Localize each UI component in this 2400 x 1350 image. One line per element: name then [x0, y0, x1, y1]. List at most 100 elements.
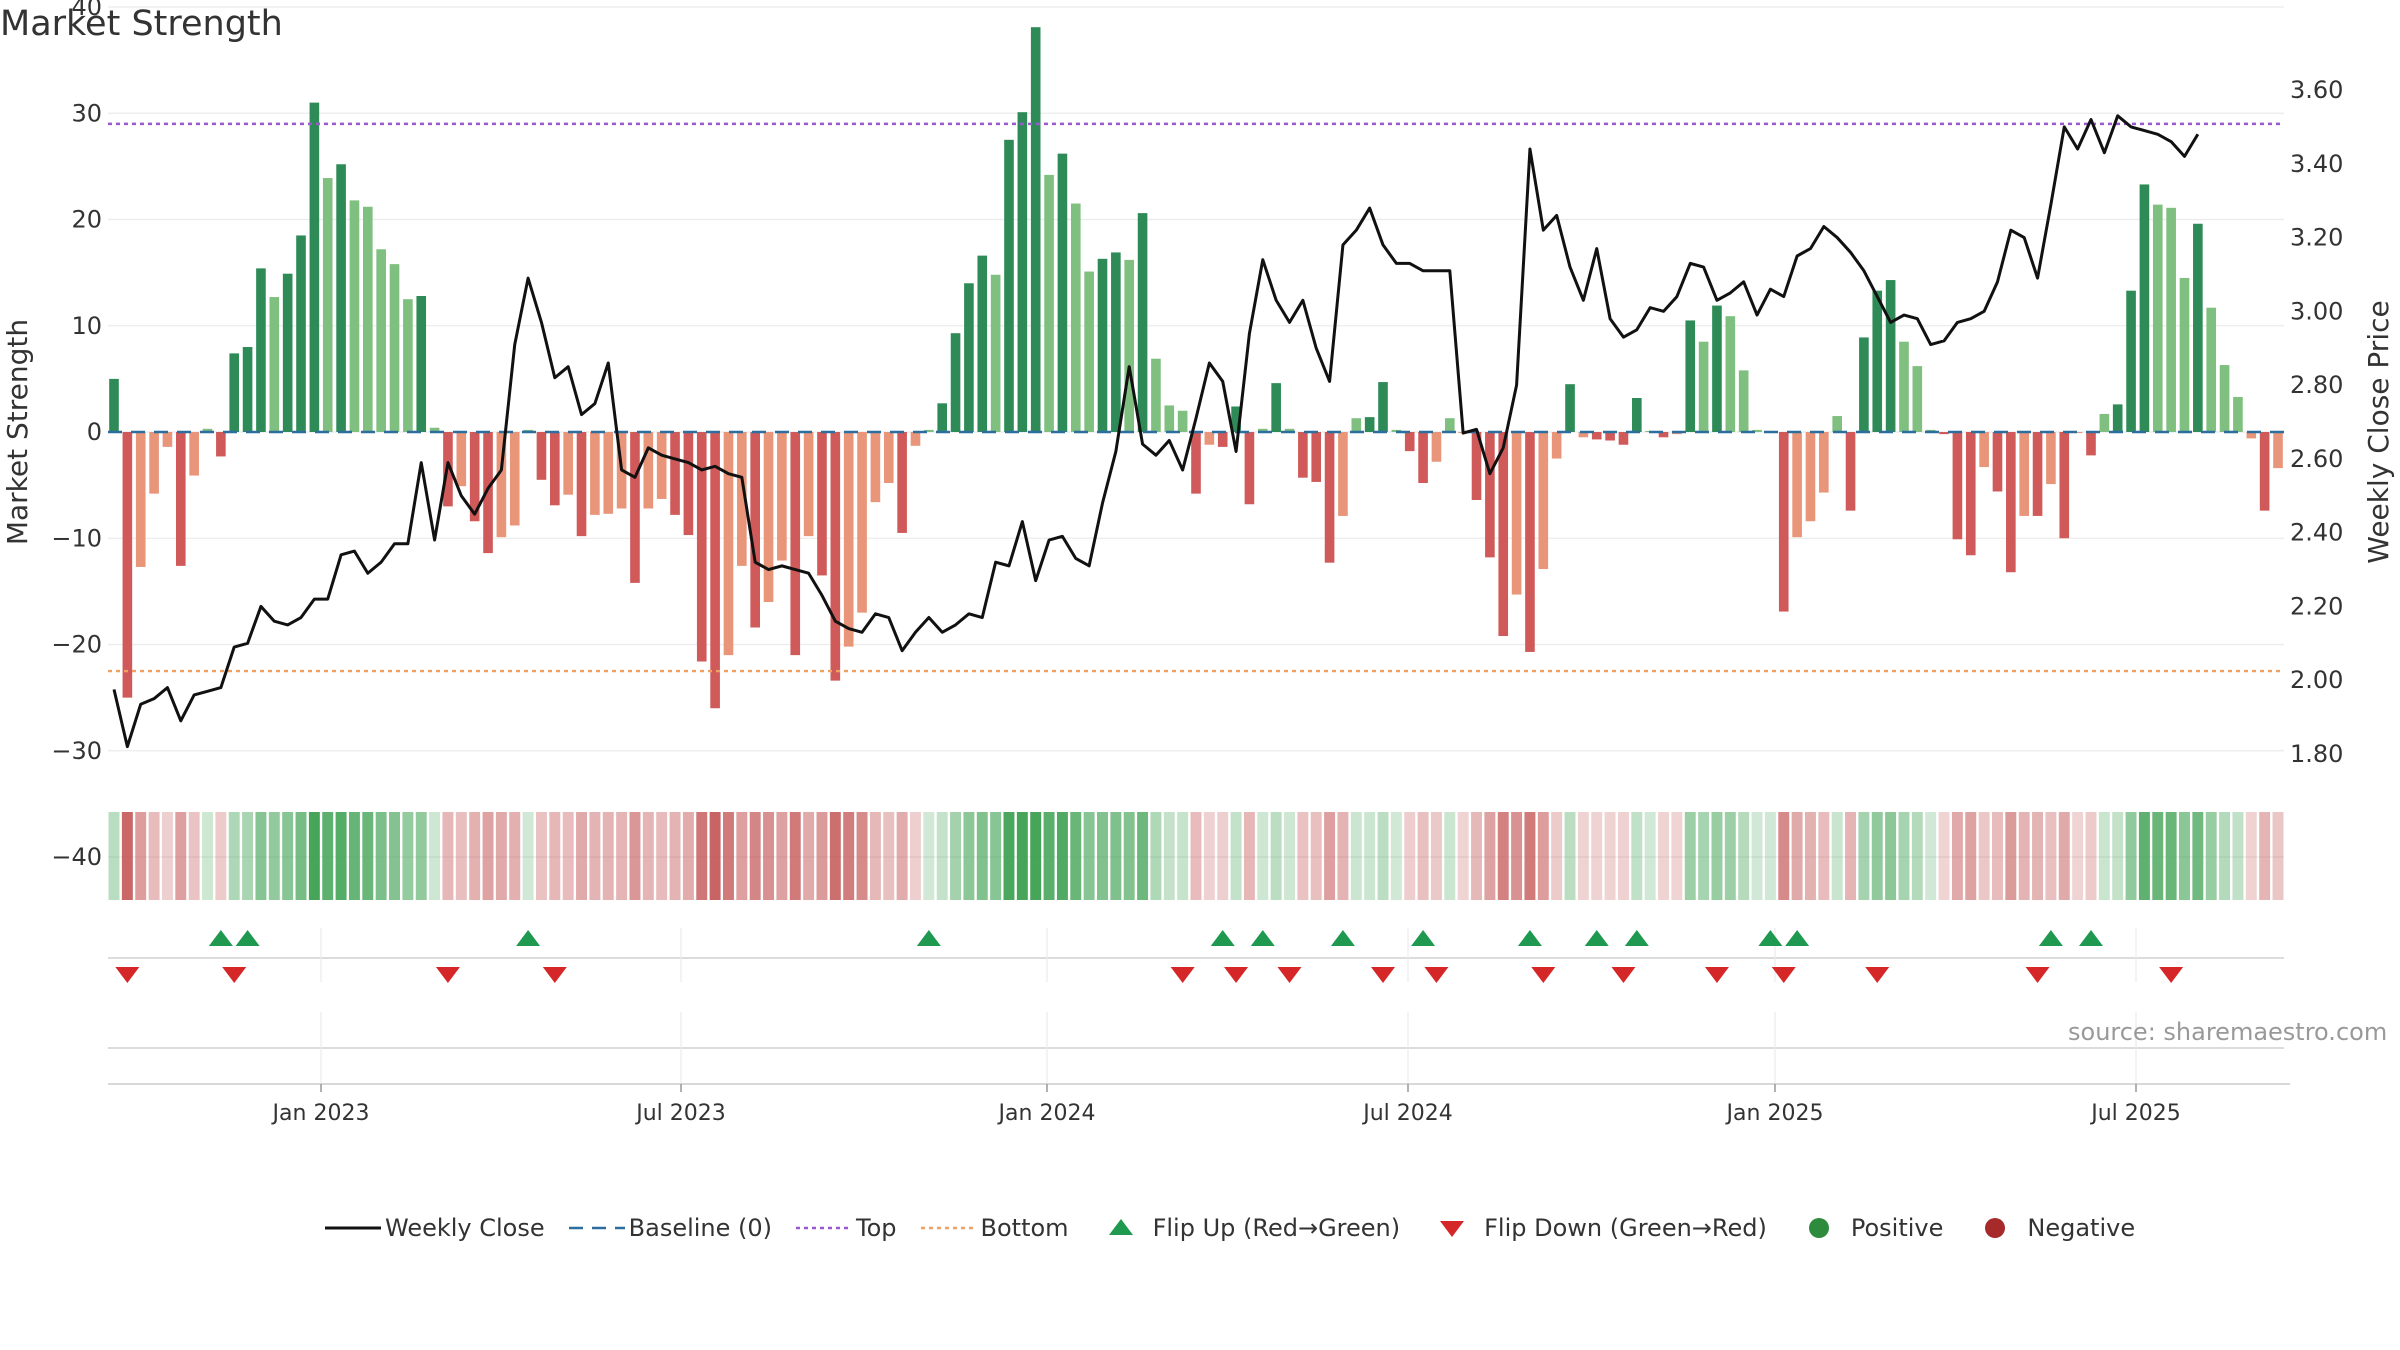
circle-green-icon	[1789, 1213, 1851, 1243]
strength-bar	[950, 333, 961, 432]
strip-cell	[1898, 812, 1910, 900]
strip-cell	[202, 812, 213, 900]
strip-cell	[135, 812, 147, 900]
y-tick-label: −30	[51, 737, 102, 765]
strip-cell	[2245, 812, 2257, 900]
legend-item: Flip Down (Green→Red)	[1422, 1213, 1767, 1243]
strength-bar	[269, 297, 280, 432]
strength-bar	[1378, 382, 1388, 432]
strip-cell	[923, 812, 935, 900]
strip-cell	[1377, 812, 1389, 900]
legend: Weekly Close Baseline (0) Top Bottom Flip Up…	[323, 1208, 2157, 1248]
x-tick-label: Jul 2023	[634, 1101, 726, 1126]
strip-cell	[1324, 812, 1336, 900]
strength-bar	[2246, 432, 2257, 439]
strip-cell	[1284, 812, 1295, 900]
strength-bar	[924, 429, 934, 433]
strength-bar	[309, 102, 320, 433]
strength-bar	[1070, 203, 1081, 432]
y-tick-label: −40	[51, 843, 102, 871]
strength-bar	[937, 403, 948, 432]
strip-cell	[1484, 812, 1496, 900]
strip-cell	[415, 812, 427, 900]
flip-down-marker	[1371, 967, 1396, 983]
strip-cell	[1110, 812, 1122, 900]
y2-axis-title: Weekly Close Price	[2362, 300, 2395, 563]
strip-cell	[749, 812, 761, 900]
strength-bar	[2046, 432, 2056, 485]
strip-cell	[1698, 812, 1710, 900]
strip-cell	[736, 812, 748, 900]
strip-cell	[1417, 812, 1429, 900]
strip-cell	[1845, 812, 1857, 900]
strength-bar	[1284, 428, 1295, 432]
strength-bar	[1832, 416, 1842, 432]
flip-up-marker	[1584, 930, 1609, 946]
x-tick-label: Jan 2024	[997, 1101, 1096, 1126]
flip-up-marker	[1758, 930, 1783, 946]
strength-bar	[429, 427, 440, 432]
strength-bar	[1097, 258, 1108, 432]
y2-tick-label: 3.40	[2290, 150, 2343, 178]
strength-bar	[2193, 223, 2203, 432]
strength-bar	[630, 432, 640, 583]
strength-bar	[897, 432, 907, 533]
strip-cell	[562, 812, 574, 900]
strip-cell	[1524, 812, 1536, 900]
strip-cell	[1404, 812, 1416, 900]
strip-cell	[2165, 812, 2177, 900]
strength-bar	[2086, 432, 2096, 456]
strip-cell	[1684, 812, 1696, 900]
strip-cell	[1564, 812, 1576, 900]
strip-cell	[1911, 812, 1923, 900]
strip-cell	[1257, 812, 1269, 900]
strength-bar	[162, 432, 173, 447]
strip-cell	[1658, 812, 1669, 900]
strip-cell	[215, 812, 227, 900]
strip-cell	[776, 812, 788, 900]
strength-bar	[1738, 370, 1749, 433]
strength-bar	[696, 432, 707, 662]
flip-down-marker	[1531, 967, 1556, 983]
strip-cell	[1537, 812, 1549, 900]
strip-cell	[2205, 812, 2217, 900]
strength-bar	[656, 432, 667, 499]
strength-bar	[1444, 418, 1455, 432]
strength-bar	[2099, 413, 2110, 432]
legend-item: Flip Up (Red→Green)	[1091, 1213, 1400, 1243]
strength-bar	[2006, 432, 2016, 573]
strength-bar	[509, 432, 520, 526]
strength-bar	[456, 432, 467, 487]
strength-bar	[803, 432, 814, 537]
strip-cell	[2112, 812, 2124, 900]
y-tick-label: 0	[87, 418, 102, 446]
strength-bar	[122, 432, 133, 698]
strength-bar	[1324, 432, 1335, 563]
strength-bar	[737, 432, 747, 566]
flip-up-marker	[1411, 930, 1436, 946]
strip-cell	[322, 812, 334, 900]
reference-lines	[108, 122, 2284, 673]
strength-bar	[1685, 320, 1696, 432]
flip-down-marker	[1611, 967, 1636, 983]
y2-tick-label: 2.40	[2290, 519, 2343, 547]
strip-cell	[1925, 812, 1937, 900]
flip-down-marker	[435, 967, 460, 983]
strength-bar	[216, 432, 226, 457]
strength-bar	[1217, 432, 1228, 447]
strength-bar	[1498, 432, 1509, 636]
strip-cell	[1804, 812, 1816, 900]
strip-cell	[1471, 812, 1482, 900]
strength-bar	[1591, 432, 1602, 440]
strip-cell	[816, 812, 828, 900]
strength-bar	[1204, 432, 1215, 445]
strength-bar	[1632, 398, 1642, 432]
strip-cell	[1430, 812, 1442, 900]
strip-cell	[883, 812, 895, 900]
strength-bar	[149, 432, 159, 494]
strength-bar	[1191, 432, 1201, 494]
strength-bar	[469, 432, 480, 522]
strength-bar	[2233, 396, 2243, 432]
strength-bar	[135, 432, 146, 567]
strength-bar	[1872, 290, 1883, 432]
